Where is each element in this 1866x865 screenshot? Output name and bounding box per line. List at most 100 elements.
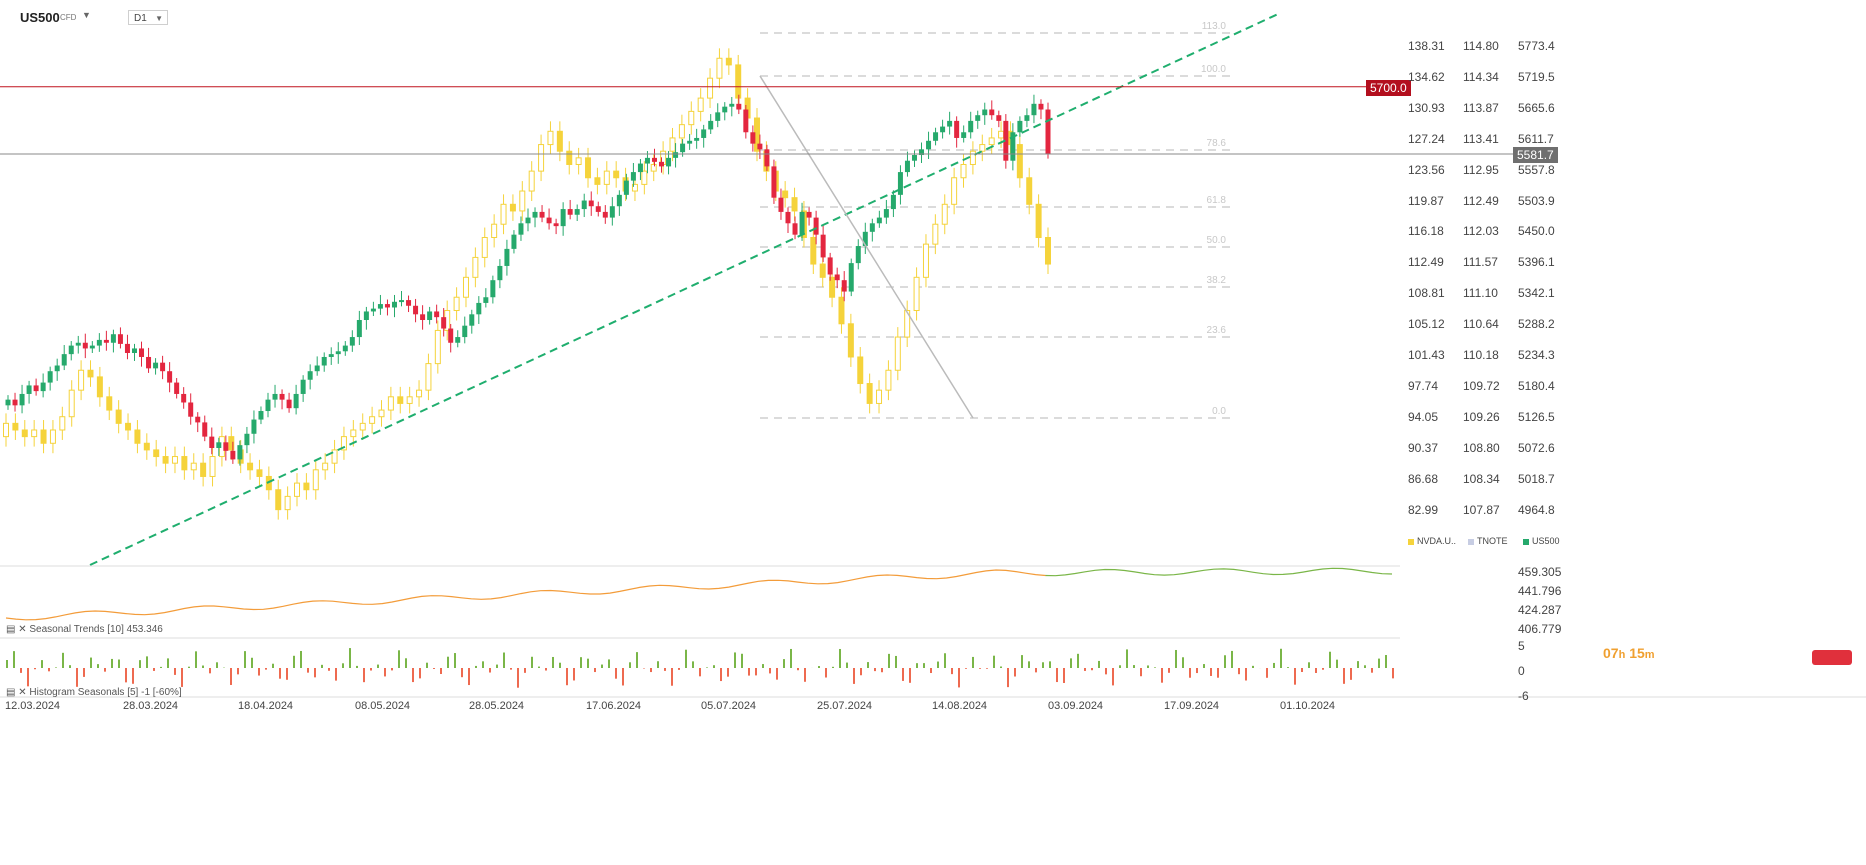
us500-candle [623, 180, 629, 195]
histogram-bar [363, 668, 365, 683]
us500-candle [181, 393, 187, 403]
legend-nvda[interactable]: NVDA.U.. [1408, 536, 1456, 546]
us500-candle [666, 157, 672, 167]
axis-tick-histogram: -6 [1518, 689, 1529, 703]
us500-candle [989, 109, 995, 116]
fib-levels: 113.0 100.0 78.6 61.8 50.0 38.2 23.6 0.0 [760, 21, 1230, 419]
histogram-bar [321, 664, 323, 668]
histogram-bar [1070, 658, 1072, 668]
legend-tnote[interactable]: TNOTE [1468, 536, 1508, 546]
histogram-bar [447, 656, 449, 668]
x-tick-label: 28.05.2024 [469, 700, 524, 712]
nvda-candle [1045, 236, 1051, 265]
nvda-candle [200, 462, 207, 477]
histogram-bar [237, 668, 239, 675]
nvda-candle [303, 482, 310, 491]
axis-tick-nvda: 123.56 [1408, 162, 1445, 177]
nvda-candle [829, 276, 836, 298]
nvda-candle [688, 110, 695, 126]
timeframe-select[interactable]: D1 ▼ [128, 10, 168, 25]
x-tick-label: 03.09.2024 [1048, 700, 1103, 712]
us500-candle [307, 371, 313, 380]
histogram-bar [181, 668, 183, 687]
sell-button[interactable] [1812, 650, 1852, 665]
seasonal-trends-label[interactable]: ▤ ✕ Seasonal Trends [10] 453.346 [6, 624, 163, 635]
histogram-bar [146, 656, 148, 668]
seasonal-trends-indicator [5, 567, 1393, 621]
us500-candle [47, 371, 53, 383]
nvda-candle [538, 144, 545, 172]
histogram-bar [839, 648, 841, 668]
histogram-bar [6, 660, 8, 668]
us500-candle [609, 206, 615, 218]
histogram-bar [853, 668, 855, 684]
symbol-title[interactable]: US500 [20, 10, 60, 25]
fib-label: 23.6 [1207, 325, 1227, 336]
menu-icon[interactable]: ▤ ✕ [6, 624, 30, 635]
us500-candle [518, 223, 524, 235]
us500-candle [251, 419, 257, 434]
us500-candle [1017, 120, 1023, 133]
nvda-candle [885, 369, 892, 391]
us500-candle [876, 217, 882, 224]
histogram-label[interactable]: ▤ ✕ Histogram Seasonals [5] -1 [-60%] [6, 687, 182, 698]
histogram-bar [776, 668, 778, 680]
menu-icon[interactable]: ▤ ✕ [6, 687, 30, 698]
legend-us500[interactable]: US500 [1523, 536, 1560, 546]
histogram-bar [685, 649, 687, 668]
nvda-candle [566, 150, 573, 165]
us500-candle [244, 433, 250, 446]
nvda-candle [857, 356, 864, 385]
histogram-bar [944, 653, 946, 668]
histogram-bar [377, 664, 379, 668]
histogram-bar [783, 659, 785, 668]
histogram-bar [1294, 668, 1296, 685]
axis-tick-tnote: 107.87 [1463, 502, 1500, 517]
us500-candle [19, 393, 25, 406]
us500-candle [342, 345, 348, 352]
us500-candle [694, 137, 700, 141]
us500-candle [314, 365, 320, 372]
histogram-bar [118, 659, 120, 668]
fib-label: 0.0 [1212, 406, 1226, 417]
histogram-bar [1112, 668, 1114, 686]
histogram-bar [1175, 649, 1177, 668]
nvda-candle [369, 416, 376, 424]
histogram-bar [1147, 665, 1149, 668]
x-tick-label: 17.09.2024 [1164, 700, 1219, 712]
histogram-bar [1203, 664, 1205, 668]
symbol-type: CFD [60, 13, 77, 22]
us500-candle [40, 382, 46, 392]
nvda-candles [3, 48, 1051, 520]
nvda-candle [247, 462, 254, 471]
us500-candle [441, 317, 447, 329]
fib-label: 61.8 [1207, 195, 1227, 206]
histogram-bar [895, 655, 897, 668]
us500-candle [855, 246, 861, 264]
histogram-bar [1028, 661, 1030, 668]
us500-candle [1038, 103, 1044, 110]
histogram-bar [629, 662, 631, 668]
histogram-bar [1217, 668, 1219, 678]
symbol-dropdown-icon[interactable]: ▼ [82, 10, 91, 20]
nvda-candle [12, 422, 19, 431]
histogram-bar [1196, 668, 1198, 674]
nvda-candle [115, 409, 122, 424]
us500-candle [391, 301, 397, 308]
histogram-bar [55, 667, 57, 668]
histogram-bar [664, 668, 666, 671]
histogram-bar [1063, 668, 1065, 683]
us500-candle [5, 399, 11, 406]
us500-candle [736, 103, 742, 110]
histogram-bar [230, 668, 232, 685]
nvda-candle [707, 77, 714, 99]
us500-candle [462, 325, 468, 338]
us500-candle [209, 436, 215, 448]
us500-candle [75, 342, 81, 346]
histogram-bar [167, 658, 169, 668]
us500-candle [26, 385, 32, 394]
us500-candle [335, 351, 341, 355]
nvda-candle [1016, 144, 1023, 179]
fib-label: 113.0 [1202, 21, 1227, 32]
us500-candle [926, 140, 932, 150]
